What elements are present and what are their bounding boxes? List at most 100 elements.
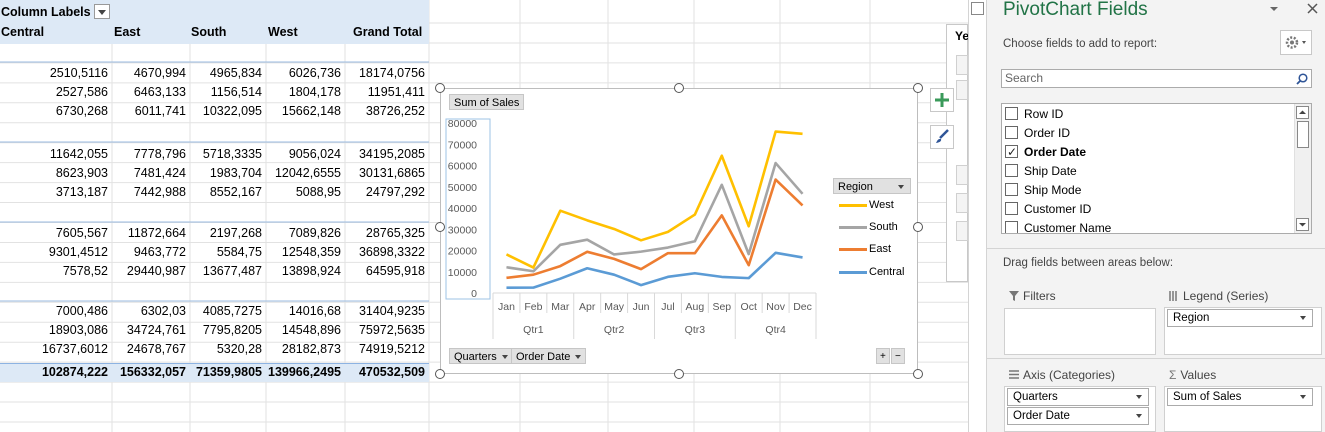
field-item[interactable]: Row ID <box>1005 105 1063 124</box>
pivot-header-band <box>0 0 429 44</box>
legend-entry-west[interactable]: West <box>839 198 894 212</box>
legend-entry-central[interactable]: Central <box>839 265 904 279</box>
y-tick-label: 40000 <box>448 203 477 215</box>
pivot-value-cell: 11872,664 <box>127 226 186 240</box>
close-icon[interactable] <box>1307 3 1318 14</box>
sum-of-sales-field-button[interactable]: Sum of Sales <box>449 94 525 110</box>
field-label: Ship Date <box>1024 164 1077 178</box>
field-item[interactable]: Order Date <box>1005 143 1086 162</box>
x-month-label: Jul <box>661 301 674 313</box>
field-checkbox[interactable] <box>1005 202 1018 216</box>
axis-order-date-item[interactable]: Order Date <box>1007 407 1149 425</box>
field-item[interactable]: Ship Mode <box>1005 181 1081 200</box>
value-axis-selection-box <box>445 118 491 300</box>
x-month-label: Aug <box>686 301 705 313</box>
axis-quarters-item[interactable]: Quarters <box>1007 388 1149 406</box>
series-line-east[interactable] <box>506 178 804 280</box>
field-list-scrollbar[interactable] <box>1294 104 1311 233</box>
chart-styles-button[interactable] <box>930 125 954 149</box>
pivot-value-cell: 14548,896 <box>281 323 341 337</box>
collapse-field-button[interactable]: − <box>891 348 905 364</box>
pivot-column-header: South <box>191 25 227 39</box>
y-tick-label: 50000 <box>448 182 477 194</box>
legend-label: South <box>869 221 898 233</box>
legend-entry-south[interactable]: South <box>839 220 898 234</box>
pivot-value-cell: 5088,95 <box>295 185 341 199</box>
scroll-thumb[interactable] <box>1297 121 1309 148</box>
pivot-chart[interactable]: Sum of Sales 80000 70000 60000 50000 40000 30… <box>440 88 918 374</box>
x-month-label: Jun <box>633 301 650 313</box>
x-month-label: Apr <box>579 301 596 313</box>
field-checkbox[interactable] <box>1005 107 1018 121</box>
field-checkbox[interactable] <box>1005 126 1018 140</box>
resize-handle-e[interactable] <box>913 222 923 232</box>
legend-entry-east[interactable]: East <box>839 242 891 256</box>
y-tick-label: 20000 <box>448 246 477 258</box>
x-month-label: Dec <box>793 301 812 313</box>
resize-handle-sw[interactable] <box>435 369 445 379</box>
columns-icon <box>1169 291 1177 301</box>
field-list[interactable]: Row ID Order ID Order Date Ship Date Ship Mo… <box>1001 103 1312 234</box>
resize-handle-ne[interactable] <box>913 83 923 93</box>
field-item[interactable]: Order ID <box>1005 124 1070 143</box>
expand-field-button[interactable]: + <box>876 348 890 364</box>
pane-checkbox[interactable] <box>971 2 984 15</box>
field-checkbox[interactable] <box>1005 183 1018 197</box>
field-checkbox[interactable] <box>1005 164 1018 178</box>
pivot-value-cell: 28182,873 <box>281 342 341 356</box>
timeline-slicer[interactable]: Ye <box>946 24 969 282</box>
series-line-west[interactable] <box>505 130 803 269</box>
filters-area-label: Filters <box>1009 289 1056 303</box>
resize-handle-w[interactable] <box>435 222 445 232</box>
resize-handle-n[interactable] <box>674 83 684 93</box>
field-item[interactable]: Ship Date <box>1005 162 1077 181</box>
scroll-up-button[interactable] <box>1296 106 1309 119</box>
chevron-down-icon[interactable] <box>1269 5 1279 13</box>
scroll-down-button[interactable] <box>1296 218 1309 231</box>
series-line-central[interactable] <box>506 251 803 289</box>
grand-total-cell: 470532,509 <box>358 365 425 379</box>
order-date-axis-field-button[interactable]: Order Date <box>511 348 587 364</box>
pivot-value-cell: 14016,68 <box>288 304 341 318</box>
pivot-value-cell: 7089,826 <box>288 226 341 240</box>
quarters-axis-field-button[interactable]: Quarters <box>449 348 513 364</box>
field-item[interactable]: Customer ID <box>1005 200 1091 219</box>
resize-handle-nw[interactable] <box>435 83 445 93</box>
pivot-value-cell: 5718,3335 <box>202 147 262 161</box>
field-checkbox[interactable] <box>1005 143 1018 162</box>
values-sum-of-sales-item[interactable]: Sum of Sales <box>1167 388 1313 406</box>
field-search-input[interactable]: Search <box>1001 69 1312 88</box>
region-legend-field-button[interactable]: Region <box>833 178 911 194</box>
pivotchart-fields-pane: PivotChart Fields Choose fields to add t… <box>986 0 1325 432</box>
pivot-value-cell: 12548,359 <box>281 245 341 259</box>
tools-button[interactable] <box>1280 30 1312 55</box>
filters-drop-area[interactable] <box>1004 308 1156 355</box>
column-labels-filter-button[interactable] <box>94 4 110 19</box>
chart-elements-button[interactable] <box>930 88 954 112</box>
legend-label: East <box>869 243 892 255</box>
pivot-value-cell: 38726,252 <box>365 104 425 118</box>
pivot-value-cell: 6302,03 <box>140 304 186 318</box>
pivot-value-cell: 1804,178 <box>288 85 341 99</box>
field-item[interactable]: Customer Name <box>1005 219 1111 233</box>
field-checkbox[interactable] <box>1005 221 1018 233</box>
pivot-value-cell: 1156,514 <box>210 85 262 99</box>
pivot-value-cell: 34724,761 <box>126 323 186 337</box>
field-label: Order Date <box>1024 145 1087 159</box>
pivot-value-cell: 24678,767 <box>126 342 186 356</box>
legend-label: Central <box>869 266 905 278</box>
grand-total-cell: 102874,222 <box>41 365 108 379</box>
series-line-south[interactable] <box>506 161 804 273</box>
resize-handle-se[interactable] <box>913 369 923 379</box>
grand-total-cell: 156332,057 <box>119 365 186 379</box>
legend-region-item[interactable]: Region <box>1167 309 1313 327</box>
pivot-value-cell: 8552,167 <box>209 185 262 199</box>
pivot-value-cell: 5320,28 <box>216 342 262 356</box>
y-tick-label: 80000 <box>448 118 477 130</box>
chevron-down-icon <box>898 185 904 189</box>
axis-area-label: Axis (Categories) <box>1009 368 1115 382</box>
x-quarter-label: Qtr3 <box>685 324 706 336</box>
resize-handle-s[interactable] <box>674 369 684 379</box>
y-tick-label: 0 <box>471 288 477 300</box>
values-area-label: Σ Values <box>1169 368 1217 382</box>
